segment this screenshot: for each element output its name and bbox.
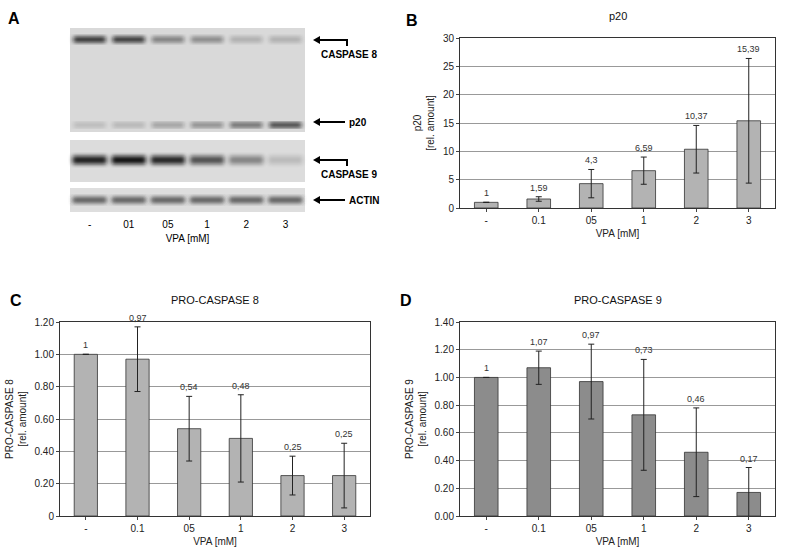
svg-text:05: 05 <box>586 523 598 534</box>
svg-text:0.80: 0.80 <box>35 381 55 392</box>
svg-text:1.00: 1.00 <box>35 349 55 360</box>
svg-text:0.1: 0.1 <box>532 215 546 226</box>
svg-text:05: 05 <box>162 219 174 230</box>
svg-text:0.40: 0.40 <box>35 446 55 457</box>
svg-text:PRO-CASPASE 8: PRO-CASPASE 8 <box>171 294 259 306</box>
svg-text:01: 01 <box>123 219 135 230</box>
svg-text:PRO-CASPASE 9: PRO-CASPASE 9 <box>574 294 662 306</box>
svg-text:CASPASE 8: CASPASE 8 <box>321 49 377 60</box>
svg-text:0.80: 0.80 <box>435 400 455 411</box>
svg-text:2: 2 <box>693 215 699 226</box>
svg-text:VPA [mM]: VPA [mM] <box>596 228 640 239</box>
svg-text:3: 3 <box>746 523 752 534</box>
svg-text:0,46: 0,46 <box>687 394 705 404</box>
svg-text:2: 2 <box>693 523 699 534</box>
svg-text:0.60: 0.60 <box>35 414 55 425</box>
svg-text:1: 1 <box>238 523 244 534</box>
svg-text:0,25: 0,25 <box>284 442 302 452</box>
svg-text:0: 0 <box>448 203 454 214</box>
svg-text:5: 5 <box>448 174 454 185</box>
svg-text:0,54: 0,54 <box>180 382 198 392</box>
svg-text:VPA [mM]: VPA [mM] <box>166 233 210 244</box>
svg-text:0.20: 0.20 <box>435 483 455 494</box>
svg-text:VPA [mM]: VPA [mM] <box>596 536 640 547</box>
svg-text:0,97: 0,97 <box>582 330 600 340</box>
svg-text:6,59: 6,59 <box>635 143 653 153</box>
svg-text:1: 1 <box>83 340 88 350</box>
svg-text:3: 3 <box>283 219 289 230</box>
svg-text:25: 25 <box>443 61 455 72</box>
svg-text:4,3: 4,3 <box>585 155 598 165</box>
svg-text:1,59: 1,59 <box>530 183 548 193</box>
svg-text:C: C <box>10 292 22 309</box>
svg-text:0,17: 0,17 <box>740 454 758 464</box>
svg-text:0.1: 0.1 <box>532 523 546 534</box>
svg-text:B: B <box>406 12 418 29</box>
svg-text:1: 1 <box>484 363 489 373</box>
svg-text:-: - <box>485 215 488 226</box>
svg-text:10,37: 10,37 <box>685 111 708 121</box>
svg-text:VPA [mM]: VPA [mM] <box>193 536 237 547</box>
svg-text:0,73: 0,73 <box>635 345 653 355</box>
svg-text:15,39: 15,39 <box>737 44 760 54</box>
svg-text:20: 20 <box>443 89 455 100</box>
svg-text:0.1: 0.1 <box>131 523 145 534</box>
svg-text:p20[rel. amount]: p20[rel. amount] <box>412 95 436 151</box>
svg-text:05: 05 <box>586 215 598 226</box>
svg-text:0.20: 0.20 <box>35 478 55 489</box>
svg-text:CASPASE 9: CASPASE 9 <box>321 169 377 180</box>
svg-text:0.60: 0.60 <box>435 427 455 438</box>
svg-text:2: 2 <box>243 219 249 230</box>
svg-text:ACTIN: ACTIN <box>349 195 380 206</box>
svg-text:1: 1 <box>204 219 210 230</box>
svg-text:2: 2 <box>290 523 296 534</box>
svg-text:p20: p20 <box>349 117 367 128</box>
svg-text:05: 05 <box>184 523 196 534</box>
svg-text:10: 10 <box>443 146 455 157</box>
svg-text:0,25: 0,25 <box>335 429 353 439</box>
svg-text:A: A <box>8 10 20 27</box>
svg-text:1.00: 1.00 <box>435 372 455 383</box>
svg-text:1: 1 <box>484 188 489 198</box>
svg-text:p20: p20 <box>609 10 627 22</box>
svg-text:15: 15 <box>443 118 455 129</box>
svg-text:0.00: 0.00 <box>435 511 455 522</box>
svg-text:1: 1 <box>641 215 647 226</box>
svg-text:30: 30 <box>443 33 455 44</box>
svg-text:3: 3 <box>746 215 752 226</box>
svg-text:PRO-CASPASE 8[rel. amount]: PRO-CASPASE 8[rel. amount] <box>4 379 28 459</box>
svg-text:1,07: 1,07 <box>530 337 548 347</box>
svg-text:1: 1 <box>641 523 647 534</box>
svg-text:PRO-CASPASE 9[rel. amount]: PRO-CASPASE 9[rel. amount] <box>404 379 428 459</box>
svg-text:1.40: 1.40 <box>435 317 455 328</box>
svg-text:1.20: 1.20 <box>435 344 455 355</box>
svg-text:D: D <box>400 292 412 309</box>
svg-text:1.20: 1.20 <box>35 317 55 328</box>
svg-text:-: - <box>485 523 488 534</box>
svg-text:0,48: 0,48 <box>232 381 250 391</box>
svg-text:-: - <box>84 523 87 534</box>
svg-text:0.40: 0.40 <box>435 455 455 466</box>
svg-text:3: 3 <box>341 523 347 534</box>
svg-text:-: - <box>88 219 91 230</box>
svg-text:0: 0 <box>48 511 54 522</box>
svg-text:0,97: 0,97 <box>129 313 147 323</box>
